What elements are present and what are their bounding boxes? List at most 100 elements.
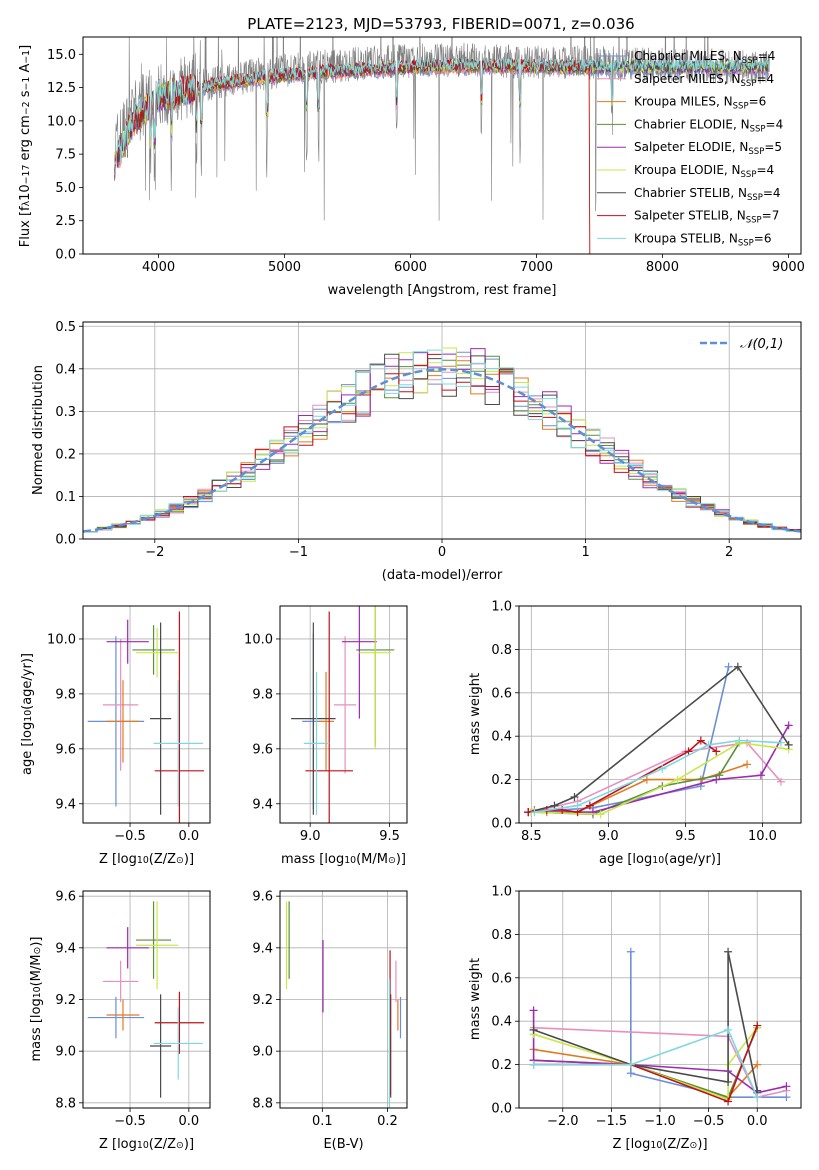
mass_weight_vs_age-marker-5: [673, 775, 682, 784]
mass_weight_vs_Z-ytick-label: 0.2: [491, 1058, 512, 1073]
mass_vs_EBV-xtick-label: 0.1: [312, 1114, 333, 1129]
legend-label-1: Salpeter MILES, NSSP=4: [634, 72, 774, 89]
mass_weight_vs_Z-marker-0: [626, 1069, 635, 1078]
spectrum-xtick-label: 9000: [772, 260, 805, 275]
mass_weight_vs_age-marker-7: [585, 801, 594, 810]
age_vs_mass-ytick-label: 9.4: [252, 797, 273, 812]
age_vs_Z-plot-area: [87, 611, 205, 823]
mass_vs_Z-xtick-label: −0.5: [114, 1114, 146, 1129]
mass_weight_vs_age-marker-5: [596, 810, 605, 819]
hist-ytick-label: 0.5: [55, 320, 76, 335]
mass_weight_vs_age-panel: 8.5 9.0 9.5 10.0 0.0 0.2 0.4 0.6 0.8 1.0 age [log1…: [468, 600, 802, 867]
spectrum-ytick-label: 12.5: [47, 81, 76, 96]
mass_weight_vs_Z-marker-0: [626, 947, 635, 956]
mass_weight_vs_Z-ytick-label: 0.0: [491, 1102, 512, 1117]
mass_weight_vs_age-marker-6: [784, 740, 793, 749]
spectrum-ytick-label: 5.0: [55, 181, 76, 196]
mass_vs_EBV-ytick-label: 9.6: [252, 890, 273, 905]
mass_weight_vs_age-marker-1: [776, 777, 785, 786]
mass_vs_EBV-panel: 0.1 0.2 8.8 9.0 9.2 9.4 9.6 E(B-V): [252, 890, 408, 1152]
hist-plot-area: [83, 347, 801, 533]
mass_vs_Z-panel: −0.5 0.0 8.8 9.0 9.2 9.4 9.6 Z [log10(Z/Z⊙)] mas…: [29, 890, 211, 1152]
mass_weight_vs_Z-marker-6: [724, 947, 733, 956]
mass_weight_vs_Z-marker-8: [626, 1060, 635, 1069]
mass_weight_vs_Z-marker-4: [782, 1082, 791, 1091]
mass_weight_vs_Z-ytick-label: 1.0: [491, 885, 512, 900]
age_vs_Z-xtick-label: 0.0: [178, 829, 199, 844]
hist-xtick-label: −1: [289, 545, 308, 560]
age_vs_mass-plot-area: [291, 606, 395, 823]
mass_weight_vs_age-ytick-label: 1.0: [491, 600, 512, 615]
mass_weight_vs_age-xtick-label: 8.5: [521, 829, 542, 844]
legend-label-2: Kroupa MILES, NSSP=6: [634, 95, 766, 112]
mass_weight_vs_Z-marker-8: [724, 1025, 733, 1034]
normal-curve: [83, 368, 801, 533]
mass_weight_vs_age-xlabel: age [log10(age/yr)]: [599, 852, 721, 867]
mass_weight_vs_age-marker-7: [696, 736, 705, 745]
mass_weight_vs_Z-xtick-label: −2.0: [547, 1114, 579, 1129]
mass_vs_Z-ytick-label: 9.6: [55, 890, 76, 905]
mass_weight_vs_age-plot-area: [524, 662, 793, 819]
mass_weight_vs_Z-xtick-label: −0.5: [693, 1114, 725, 1129]
mass_weight_vs_age-marker-2: [642, 775, 651, 784]
mass_weight_vs_Z-ylabel: mass weight: [468, 958, 483, 1040]
mass_weight_vs_age-marker-4: [756, 771, 765, 780]
mass_weight_vs_age-marker-8: [573, 801, 582, 810]
spectrum-ytick-label: 0.0: [55, 248, 76, 263]
legend-label-5: Kroupa ELODIE, NSSP=4: [634, 163, 774, 180]
age_vs_Z-ytick-label: 10.0: [47, 632, 76, 647]
mass_weight_vs_Z-marker-6: [529, 1025, 538, 1034]
hist-ytick-label: 0.4: [55, 362, 76, 377]
spectrum-ylabel: Flux [fλ10−17 erg cm−2 s−1 A−1]: [18, 45, 33, 247]
spectrum-ytick-label: 2.5: [55, 214, 76, 229]
mass_weight_vs_Z-plot-area: [529, 947, 791, 1106]
mass_weight_vs_age-line-8: [534, 739, 782, 813]
age_vs_mass-ytick-label: 10.0: [244, 632, 273, 647]
mass_weight_vs_age-ytick-label: 0.0: [491, 817, 512, 832]
hist-legend-label: 𝒩(0,1): [740, 337, 783, 352]
spectrum-panel: 4000 5000 6000 7000 8000 9000 0.0 2.5 5.0 7.5 10.0…: [18, 36, 805, 298]
spectrum-xtick-label: 6000: [394, 260, 427, 275]
spectrum-xtick-label: 7000: [520, 260, 553, 275]
mass_weight_vs_age-marker-8: [776, 738, 785, 747]
mass_weight_vs_age-marker-2: [743, 760, 752, 769]
age_vs_Z-xtick-label: −0.5: [114, 829, 146, 844]
mass_vs_Z-ylabel: mass [log10(M/M⊙)]: [29, 937, 44, 1062]
mass_weight_vs_age-marker-8: [704, 740, 713, 749]
figure-title: PLATE=2123, MJD=53793, FIBERID=0071, z=0…: [247, 15, 634, 33]
spectrum-xtick-label: 4000: [142, 260, 175, 275]
mass_vs_Z-ytick-label: 8.8: [55, 1096, 76, 1111]
spectrum-ytick-label: 10.0: [47, 114, 76, 129]
age_vs_mass-panel: 9.0 9.5 9.4 9.6 9.8 10.0 mass [log10(M/M⊙)]: [244, 605, 408, 867]
hist-ylabel: Normed distribution: [31, 365, 46, 495]
mass_weight_vs_Z-xtick-label: −1.5: [596, 1114, 628, 1129]
legend-label-7: Salpeter STELIB, NSSP=7: [634, 209, 779, 226]
age_vs_mass-xtick-label: 9.0: [300, 829, 321, 844]
model-spectrum-8: [114, 57, 770, 176]
mass_weight_vs_Z-panel: −2.0 −1.5 −1.0 −0.5 0.0 0.0 0.2 0.4 0.6 0.8 1.0 Z […: [468, 885, 802, 1152]
legend-label-3: Chabrier ELODIE, NSSP=4: [634, 117, 783, 134]
mass_vs_EBV-ytick-label: 8.8: [252, 1096, 273, 1111]
mass_vs_Z-ytick-label: 9.2: [55, 993, 76, 1008]
mass_weight_vs_Z-marker-7: [724, 1097, 733, 1106]
age_vs_Z-frame: [82, 605, 211, 824]
hist-ytick-label: 0.2: [55, 447, 76, 462]
mass_weight_vs_age-marker-0: [724, 662, 733, 671]
mass_weight_vs_Z-xtick-label: 0.0: [747, 1114, 768, 1129]
mass_vs_Z-xlabel: Z [log10(Z/Z⊙)]: [99, 1137, 194, 1152]
mass_weight_vs_Z-ytick-label: 0.4: [491, 1015, 512, 1030]
mass_weight_vs_age-marker-3: [715, 771, 724, 780]
spectrum-legend: Chabrier MILES, NSSP=4 Salpeter MILES, NS…: [597, 49, 783, 248]
age_vs_Z-ytick-label: 9.8: [55, 687, 76, 702]
mass_vs_EBV-ytick-label: 9.2: [252, 993, 273, 1008]
mass_weight_vs_Z-ytick-label: 0.8: [491, 928, 512, 943]
mass_weight_vs_Z-xlabel: Z [log10(Z/Z⊙)]: [612, 1137, 707, 1152]
hist-ytick-label: 0.3: [55, 405, 76, 420]
mass_vs_EBV-xtick-label: 0.2: [377, 1114, 398, 1129]
mass_weight_vs_age-frame: [518, 605, 802, 824]
mass_weight_vs_age-ytick-label: 0.2: [491, 773, 512, 788]
mass_weight_vs_age-xtick-label: 9.5: [675, 829, 696, 844]
spectrum-plot-area: [114, 37, 770, 254]
